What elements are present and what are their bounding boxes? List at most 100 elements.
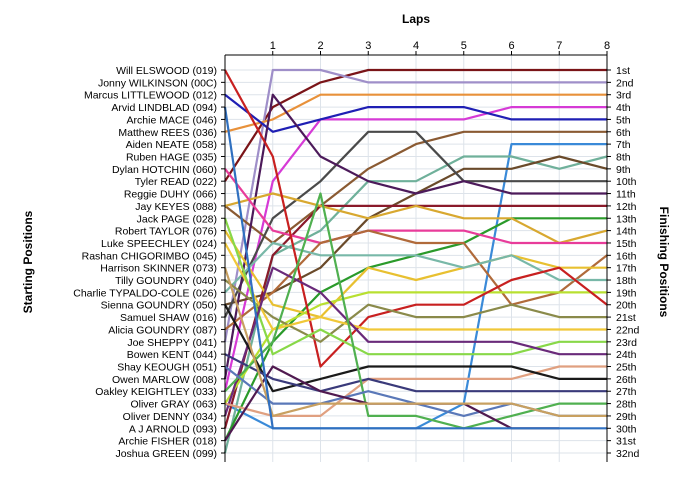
finish-position-label: 25th: [616, 362, 637, 374]
series-line-14: [224, 192, 608, 245]
start-position-label: Aiden NEATE (058): [126, 139, 217, 151]
finish-position-label: 31st: [616, 436, 636, 448]
series-line-27: [224, 353, 607, 393]
start-position-label: Shay KEOUGH (051): [117, 362, 217, 374]
start-position-label: Tilly GOUNDRY (040): [115, 275, 217, 287]
series-line-3: [224, 93, 607, 133]
finish-position-label: 20th: [616, 300, 637, 312]
finish-position-label: 13th: [616, 213, 637, 225]
start-position-label: Matthew REES (036): [118, 127, 217, 139]
finish-position-label: 7th: [616, 139, 631, 151]
finish-position-label: 5th: [616, 114, 631, 126]
finish-position-label: 11th: [616, 189, 636, 201]
finish-position-label: 14th: [616, 226, 637, 238]
finish-position-label: 21st: [616, 312, 636, 324]
series-lines: [223, 68, 608, 454]
finish-position-label: 26th: [616, 374, 637, 386]
start-position-label: Archie MACE (046): [127, 114, 217, 126]
finish-position-label: 10th: [616, 176, 637, 188]
start-position-label: Archie FISHER (018): [118, 436, 217, 448]
start-position-label: Joshua GREEN (099): [115, 448, 217, 460]
start-position-label: Oliver GRAY (063): [130, 399, 217, 411]
series-line-17: [224, 230, 607, 319]
finish-position-label: 29th: [616, 411, 637, 423]
start-position-label: Will ELSWOOD (019): [116, 65, 217, 77]
finish-position-label: 18th: [616, 275, 637, 287]
finish-position-label: 3rd: [616, 90, 631, 102]
series-line-23: [223, 217, 607, 356]
start-position-label: Owen MARLOW (008): [112, 374, 217, 386]
start-position-label: Jack PAGE (028): [137, 213, 217, 225]
series-line-5: [224, 93, 607, 133]
finish-position-label: 30th: [616, 423, 637, 435]
x-tick-label: 7: [556, 40, 562, 52]
series-line-10: [224, 130, 607, 318]
series-line-15: [224, 168, 607, 245]
finish-position-label: 12th: [616, 201, 637, 213]
start-position-label: Jonny WILKINSON (00C): [98, 77, 217, 89]
start-position-label: Joe SHEPPY (041): [127, 337, 217, 349]
series-line-25: [224, 365, 607, 417]
start-position-label: Oakley KEIGHTLEY (033): [95, 386, 217, 398]
x-tick-label: 2: [317, 40, 323, 52]
start-position-label: Dylan HOTCHIN (060): [112, 164, 217, 176]
finish-position-label: 6th: [616, 127, 631, 139]
series-line-28: [224, 192, 607, 430]
finish-position-label: 9th: [616, 164, 631, 176]
start-position-label: Harrison SKINNER (073): [100, 263, 217, 275]
axis-labels: 1 2 3 4 5 6 7 8 Will ELSWOOD (019)Jonny WILKINSO…: [73, 40, 639, 460]
series-line-31: [223, 267, 607, 417]
start-position-label: Arvid LINDBLAD (094): [111, 102, 217, 114]
series-line-2: [223, 68, 607, 342]
y-axis-title-left: Starting Positions: [21, 210, 35, 314]
start-position-label: Bowen KENT (044): [127, 349, 217, 361]
x-tick-label: 4: [413, 40, 419, 52]
finish-position-label: 24th: [616, 349, 637, 361]
x-tick-label: 5: [461, 40, 467, 52]
finish-position-label: 4th: [616, 102, 631, 114]
finish-position-label: 28th: [616, 399, 637, 411]
start-position-label: Alicia GOUNDRY (087): [108, 324, 217, 336]
finish-position-label: 22nd: [616, 324, 640, 336]
series-line-11: [223, 93, 607, 380]
start-position-label: Robert TAYLOR (076): [115, 226, 217, 238]
finish-position-label: 23rd: [616, 337, 637, 349]
finish-position-label: 2nd: [616, 77, 634, 89]
finish-position-label: 8th: [616, 151, 631, 163]
start-position-label: Luke SPEECHLEY (024): [101, 238, 217, 250]
series-line-20: [224, 69, 608, 368]
finish-position-label: 17th: [616, 263, 637, 275]
start-position-label: Samuel SHAW (016): [120, 312, 217, 324]
y-axis-title-right: Finishing Positions: [657, 206, 671, 318]
series-line-32: [223, 106, 607, 430]
finish-position-label: 27th: [616, 386, 637, 398]
series-line-26: [224, 304, 607, 393]
series-line-4: [223, 105, 607, 392]
finish-position-label: 32nd: [616, 448, 640, 460]
x-tick-label: 1: [270, 40, 276, 52]
start-position-label: Rashan CHIGORIMBO (045): [82, 250, 217, 262]
start-position-label: Sienna GOUNDRY (050): [101, 300, 217, 312]
start-position-label: Jay KEYES (088): [135, 201, 217, 213]
start-position-label: Tyler READ (022): [135, 176, 217, 188]
finish-position-label: 1st: [616, 65, 630, 77]
series-line-19: [224, 291, 607, 405]
series-line-1: [224, 68, 607, 182]
series-line-22: [224, 242, 607, 331]
x-axis-title: Laps: [401, 12, 431, 26]
x-tick-label: 3: [365, 40, 371, 52]
finish-position-label: 16th: [616, 250, 637, 262]
grid-lines: [225, 55, 607, 462]
start-position-label: Ruben HAGE (035): [126, 151, 217, 163]
start-position-label: Charlie TYPALDO-COLE (026): [73, 287, 217, 299]
series-line-24: [223, 266, 607, 417]
axes: [221, 51, 611, 462]
finish-position-label: 19th: [616, 287, 637, 299]
start-position-label: Marcus LITTLEWOOD (012): [84, 90, 217, 102]
x-tick-label: 8: [604, 40, 610, 52]
x-tick-label: 6: [508, 40, 514, 52]
finish-position-label: 15th: [616, 238, 637, 250]
start-position-label: Reggie DUHY (066): [124, 189, 217, 201]
start-position-label: A J ARNOLD (093): [129, 423, 217, 435]
